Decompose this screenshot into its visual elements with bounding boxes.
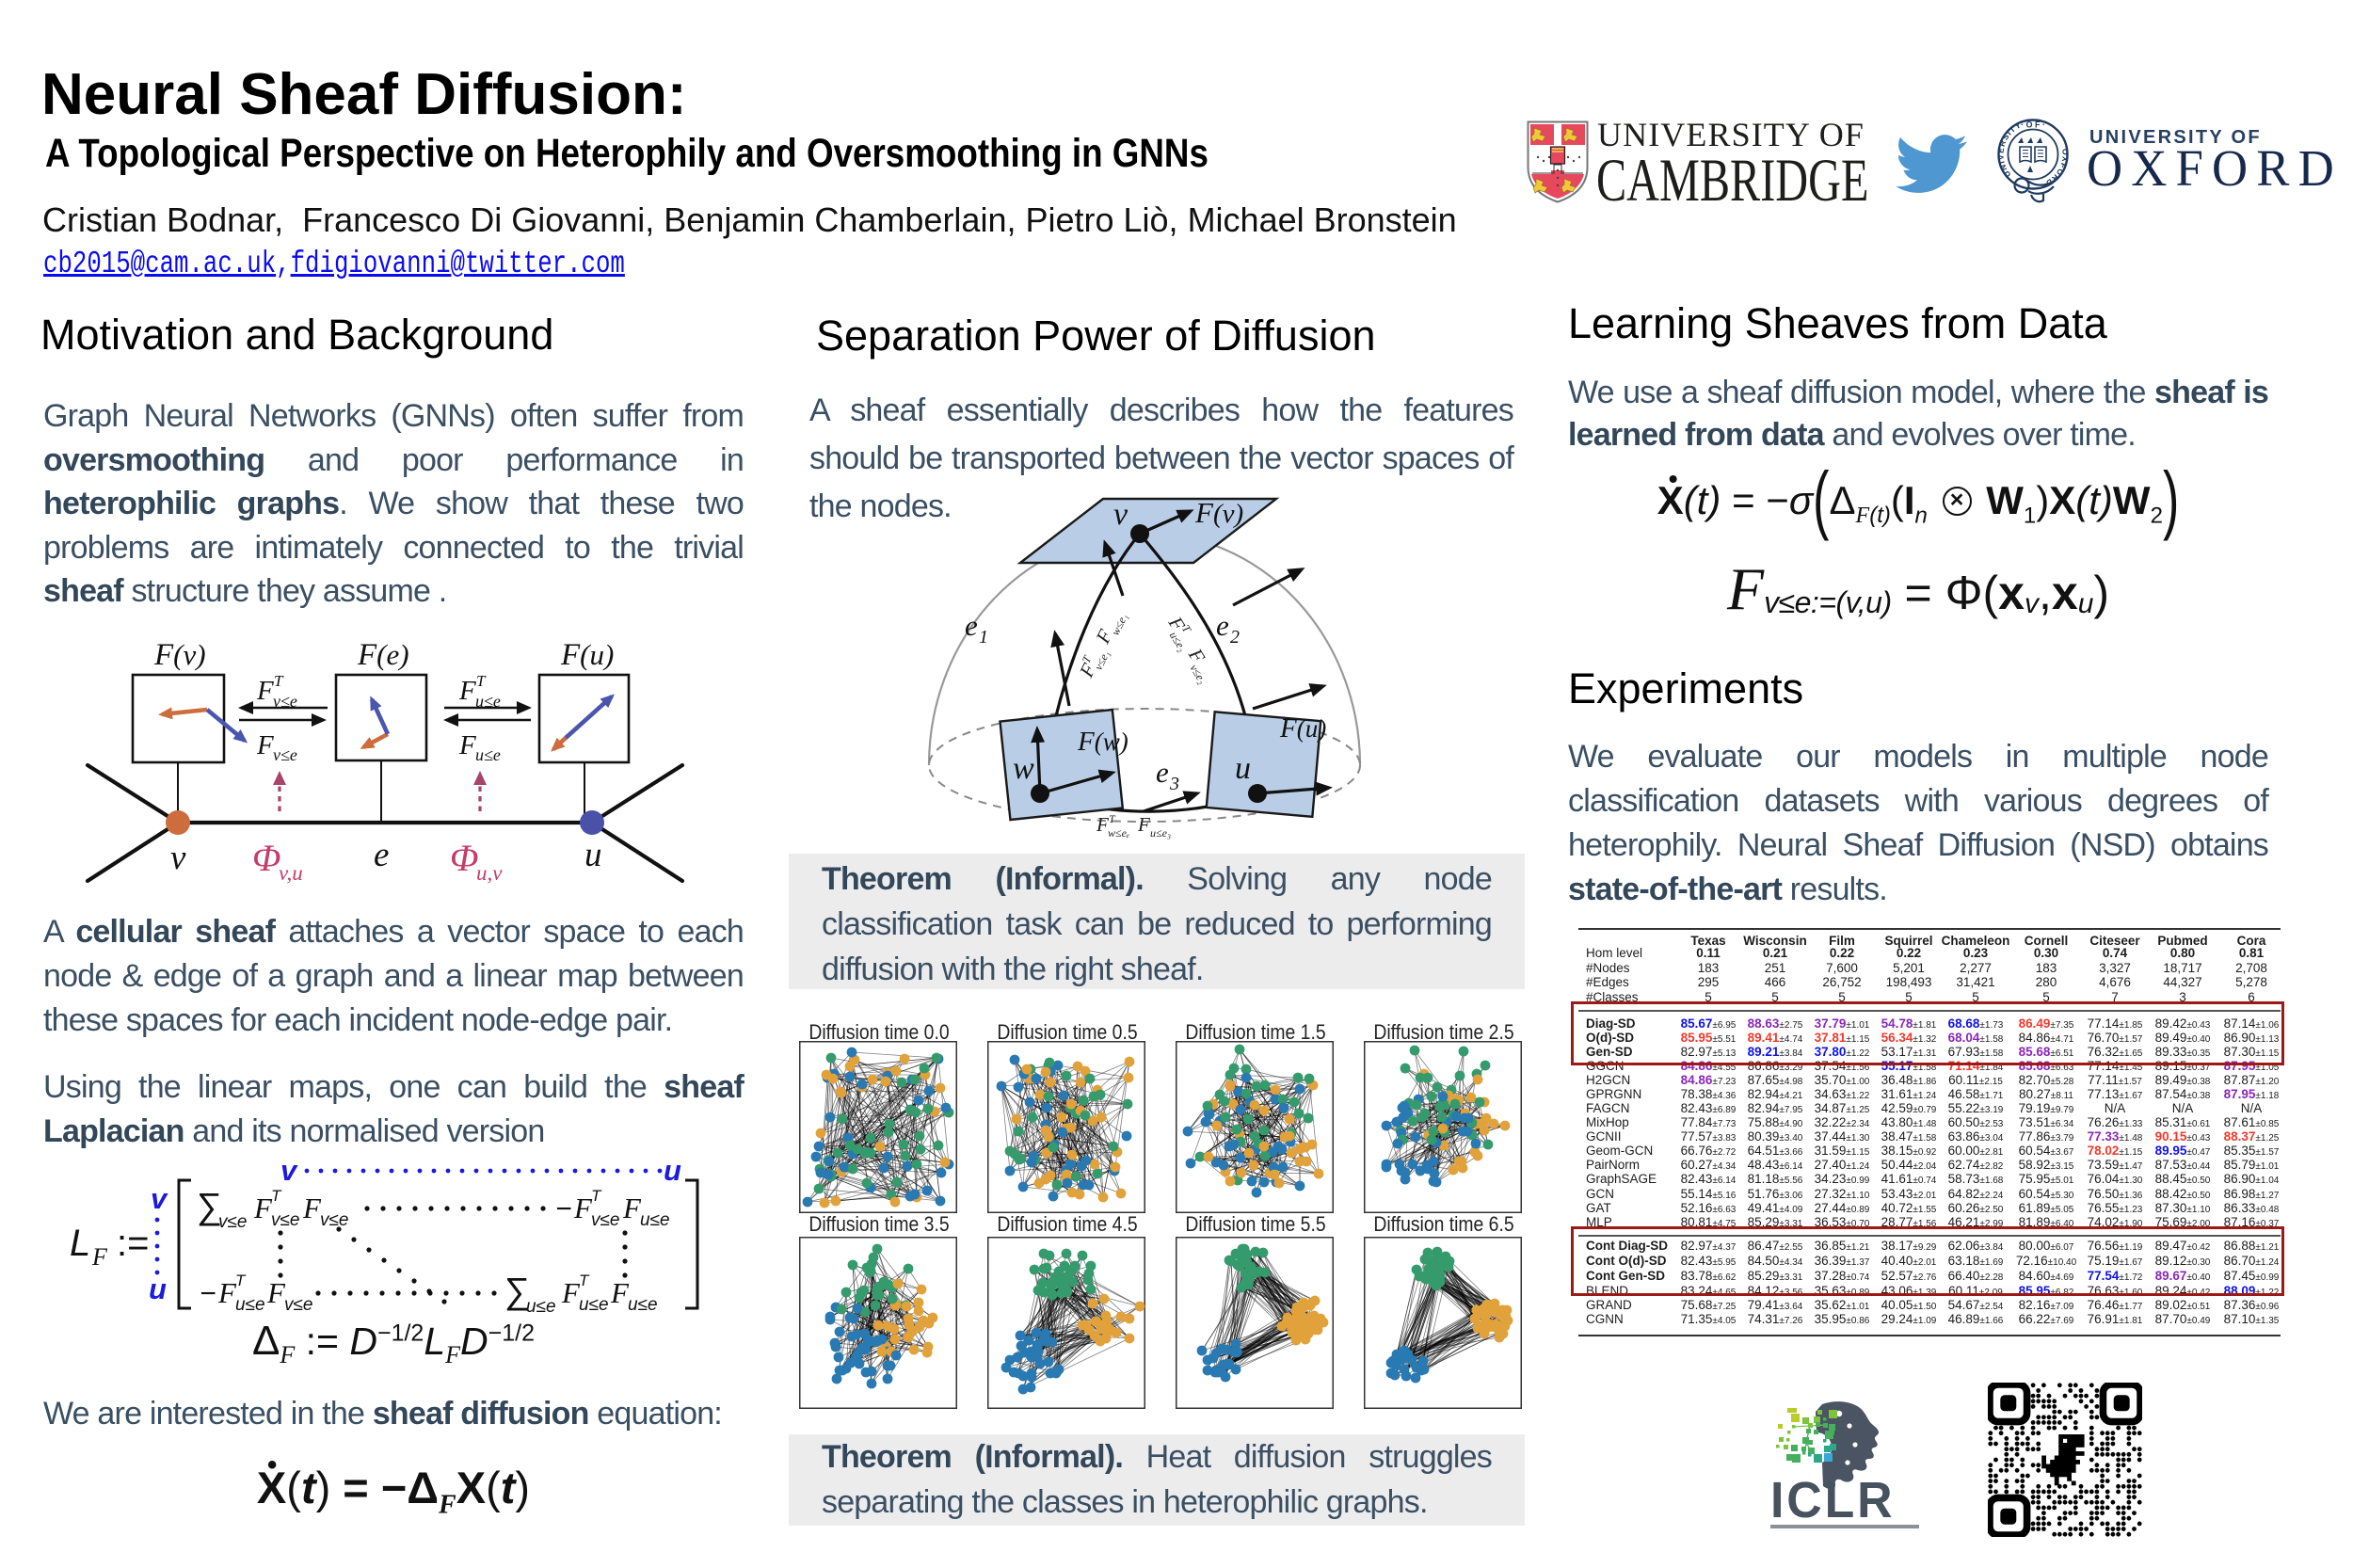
svg-text:T: T bbox=[1109, 812, 1116, 825]
svg-text:u≤e: u≤e bbox=[475, 745, 501, 764]
svg-text:−: − bbox=[555, 1193, 572, 1224]
svg-text:v≤e: v≤e bbox=[320, 1210, 349, 1230]
svg-text:u≤e₃: u≤e₃ bbox=[1150, 826, 1171, 840]
svg-text:v≤e: v≤e bbox=[284, 1295, 313, 1315]
svg-text:u,v: u,v bbox=[476, 861, 503, 885]
svg-text:∑: ∑ bbox=[196, 1187, 221, 1226]
svg-text:v≤e: v≤e bbox=[591, 1210, 620, 1230]
svg-text:F(v): F(v) bbox=[1194, 496, 1243, 529]
svg-text:v: v bbox=[1113, 497, 1128, 532]
svg-text:u≤e: u≤e bbox=[235, 1295, 265, 1315]
svg-text:F: F bbox=[91, 1243, 108, 1271]
svg-text:F: F bbox=[253, 1192, 273, 1224]
svg-text:w≤e₁: w≤e₁ bbox=[1109, 612, 1130, 638]
svg-text:T: T bbox=[235, 1272, 247, 1289]
svg-text:v: v bbox=[151, 1182, 168, 1215]
svg-text:1: 1 bbox=[979, 627, 988, 648]
svg-text:L: L bbox=[70, 1223, 90, 1264]
svg-text:v≤e₁: v≤e₁ bbox=[1092, 648, 1112, 672]
svg-text:v,u: v,u bbox=[279, 861, 303, 885]
svg-text:F(v): F(v) bbox=[153, 638, 206, 672]
svg-text:u≤e: u≤e bbox=[628, 1295, 658, 1315]
svg-text:w: w bbox=[1013, 751, 1034, 786]
svg-text:e: e bbox=[1216, 609, 1229, 642]
svg-text:e: e bbox=[965, 609, 978, 642]
svg-text:v≤e: v≤e bbox=[218, 1212, 248, 1232]
svg-text:v≤e: v≤e bbox=[273, 692, 297, 711]
svg-text:F: F bbox=[256, 676, 274, 706]
svg-text:· O F ·: · O F · bbox=[2021, 120, 2045, 130]
svg-text:Φ: Φ bbox=[450, 837, 478, 879]
svg-text:Φ: Φ bbox=[252, 837, 280, 879]
svg-text::=: := bbox=[117, 1223, 149, 1264]
svg-text:u≤e: u≤e bbox=[640, 1210, 670, 1230]
svg-text:F: F bbox=[256, 730, 274, 760]
svg-text:F: F bbox=[458, 676, 476, 706]
svg-text:v≤e: v≤e bbox=[273, 745, 297, 764]
svg-text:F: F bbox=[302, 1192, 322, 1224]
svg-text:F: F bbox=[573, 1192, 593, 1224]
svg-text:T: T bbox=[591, 1187, 602, 1205]
svg-text:F: F bbox=[610, 1276, 630, 1309]
svg-text:F(e): F(e) bbox=[357, 638, 409, 672]
svg-text:F(w): F(w) bbox=[1077, 727, 1128, 757]
svg-text:F: F bbox=[1137, 813, 1150, 836]
svg-text:e: e bbox=[374, 836, 389, 874]
svg-text:3: 3 bbox=[1169, 774, 1179, 794]
svg-text:F(u): F(u) bbox=[1279, 713, 1326, 744]
svg-text:2: 2 bbox=[1230, 627, 1240, 648]
svg-text:u≤e: u≤e bbox=[526, 1297, 556, 1317]
svg-text:T: T bbox=[274, 672, 284, 690]
svg-text:T: T bbox=[476, 672, 487, 690]
svg-text:w≤eₑ: w≤eₑ bbox=[1108, 826, 1129, 840]
svg-text:ICLR: ICLR bbox=[1770, 1472, 1895, 1528]
svg-text:T: T bbox=[579, 1272, 590, 1289]
svg-text:u: u bbox=[664, 1154, 681, 1187]
svg-text:v: v bbox=[280, 1154, 298, 1187]
svg-text:F: F bbox=[622, 1192, 642, 1224]
svg-text:u: u bbox=[149, 1272, 167, 1305]
svg-text:F: F bbox=[217, 1276, 237, 1309]
svg-text:OXFORD: OXFORD bbox=[2043, 149, 2070, 189]
svg-text:v≤e: v≤e bbox=[271, 1210, 300, 1230]
svg-text:u: u bbox=[584, 836, 602, 874]
svg-text:F: F bbox=[1096, 813, 1109, 836]
svg-text:F: F bbox=[458, 730, 476, 760]
svg-text:u≤e: u≤e bbox=[475, 692, 501, 711]
svg-text:∑: ∑ bbox=[504, 1272, 529, 1311]
svg-text:e: e bbox=[1156, 756, 1169, 789]
svg-text:F: F bbox=[266, 1276, 286, 1309]
svg-text:u≤e: u≤e bbox=[579, 1295, 609, 1315]
svg-text:u: u bbox=[1235, 751, 1251, 786]
svg-text:F: F bbox=[561, 1276, 581, 1309]
svg-text:T: T bbox=[271, 1187, 282, 1205]
svg-text:−: − bbox=[200, 1278, 216, 1309]
svg-text:F(u): F(u) bbox=[560, 638, 614, 672]
svg-text:v: v bbox=[170, 839, 186, 877]
